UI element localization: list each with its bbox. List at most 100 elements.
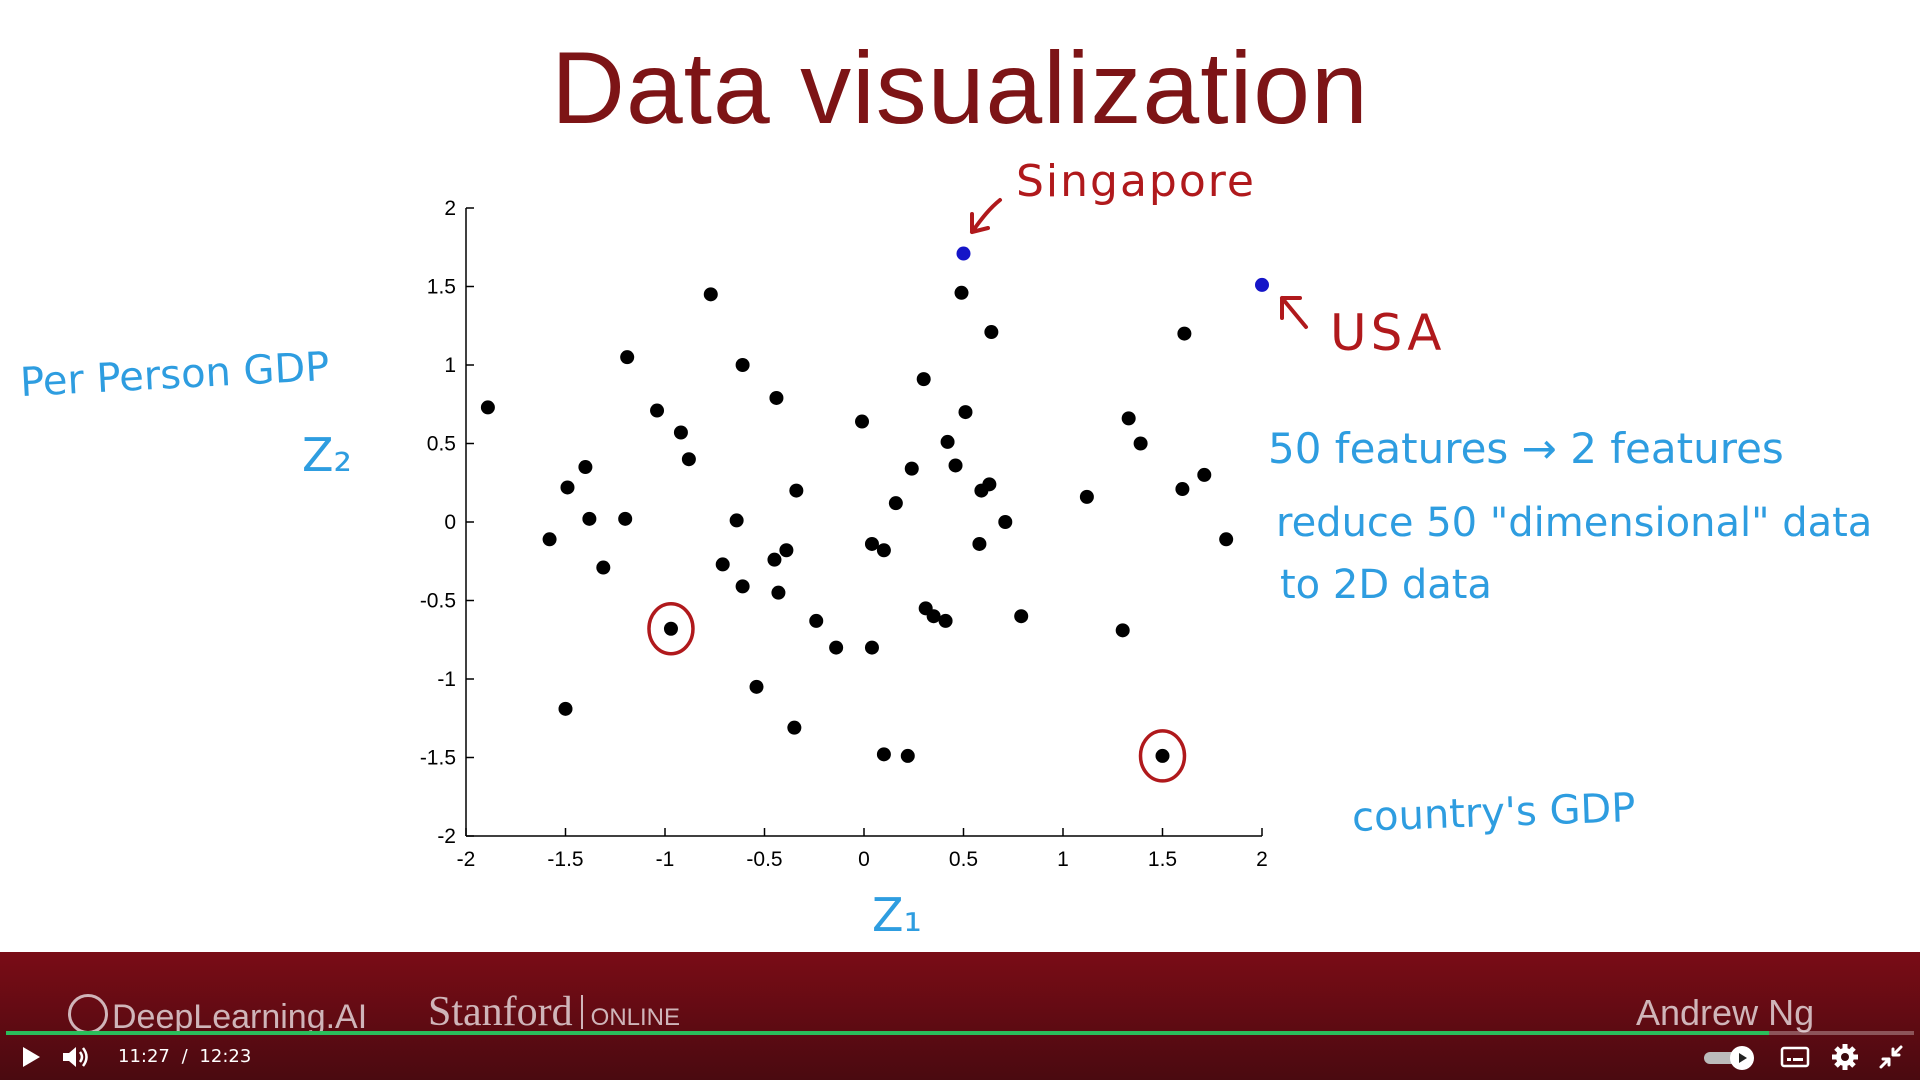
data-point xyxy=(703,287,718,302)
deeplearning-logo: DeepLearning.AI xyxy=(68,994,367,1037)
stanford-logo: Stanford ONLINE xyxy=(428,988,680,1036)
data-point xyxy=(926,609,941,624)
note-line-3: to 2D data xyxy=(1280,562,1492,608)
usa-label: USA xyxy=(1330,304,1446,362)
play-icon[interactable] xyxy=(18,1044,44,1070)
progress-bar[interactable] xyxy=(6,1031,1914,1035)
x-tick-label: -0.5 xyxy=(746,848,782,871)
data-point xyxy=(560,480,575,495)
stanford-divider xyxy=(580,995,583,1029)
data-point xyxy=(1079,489,1094,504)
volume-icon[interactable] xyxy=(60,1043,90,1071)
data-point xyxy=(735,579,750,594)
time-separator: / xyxy=(181,1046,188,1067)
data-point xyxy=(876,543,891,558)
chart-highlights xyxy=(956,246,1269,292)
singapore-arrow xyxy=(970,198,1002,234)
data-point xyxy=(888,496,903,511)
data-point xyxy=(620,350,635,365)
data-point xyxy=(596,560,611,575)
data-point xyxy=(582,511,597,526)
deeplearning-text: DeepLearning.AI xyxy=(112,998,368,1036)
x-tick-label: -2 xyxy=(457,848,476,871)
stanford-text: Stanford xyxy=(428,989,573,1035)
data-point xyxy=(1197,467,1212,482)
data-point xyxy=(779,543,794,558)
x-tick-label: -1 xyxy=(656,848,675,871)
data-point xyxy=(916,372,931,387)
chart-ticks: -2 -1.5 -1 -0.5 0 0.5 1 1.5 2 2 1.5 1 0.5 0 -0.5 -1 -1.5… xyxy=(420,197,1268,871)
x-tick-label: 2 xyxy=(1256,848,1268,871)
data-point xyxy=(618,511,633,526)
singapore-label: Singapore xyxy=(1016,156,1256,207)
data-point xyxy=(958,405,973,420)
captions-icon[interactable] xyxy=(1780,1044,1810,1070)
data-point xyxy=(673,425,688,440)
data-point xyxy=(1014,609,1029,624)
y-tick-label: -2 xyxy=(437,825,456,848)
x-tick-label: 1 xyxy=(1057,848,1069,871)
autoplay-toggle[interactable] xyxy=(1702,1046,1758,1070)
exit-fullscreen-icon[interactable] xyxy=(1878,1044,1904,1070)
y-tick-label: -1.5 xyxy=(420,747,456,770)
data-point xyxy=(663,621,678,636)
data-point xyxy=(984,325,999,340)
data-point xyxy=(1175,482,1190,497)
data-point xyxy=(829,640,844,655)
data-point xyxy=(1115,623,1130,638)
data-point xyxy=(715,557,730,572)
data-point xyxy=(1121,411,1136,426)
circled-point-marker xyxy=(1138,729,1187,783)
y-axis-variable: Z₂ xyxy=(302,428,352,482)
note-line-2: reduce 50 "dimensional" data xyxy=(1276,500,1873,546)
time-display: 11:27 / 12:23 xyxy=(118,1046,251,1067)
current-time: 11:27 xyxy=(118,1046,170,1067)
data-point xyxy=(938,613,953,628)
data-point xyxy=(480,400,495,415)
x-tick-label: -1.5 xyxy=(547,848,583,871)
data-point xyxy=(542,532,557,547)
highlighted-point xyxy=(1255,277,1269,292)
data-point xyxy=(578,460,593,475)
data-point xyxy=(767,552,782,567)
y-tick-label: 1 xyxy=(444,354,456,377)
autoplay-toggle-knob xyxy=(1730,1046,1754,1070)
data-point xyxy=(948,458,963,473)
data-point xyxy=(749,679,764,694)
x-tick-label: 0 xyxy=(858,848,870,871)
duration: 12:23 xyxy=(199,1046,252,1067)
usa-arrow xyxy=(1280,296,1308,329)
data-point xyxy=(787,720,802,735)
data-point xyxy=(974,483,989,498)
data-point xyxy=(972,536,987,551)
data-point xyxy=(769,390,784,405)
data-point xyxy=(771,585,786,600)
data-point xyxy=(954,285,969,300)
data-point xyxy=(998,515,1013,529)
data-point xyxy=(809,613,824,628)
y-tick-label: -1 xyxy=(437,668,456,691)
slide-title: Data visualization xyxy=(551,31,1369,145)
y-tick-label: 0.5 xyxy=(427,433,456,456)
player-controls: 11:27 / 12:23 xyxy=(0,1034,1920,1080)
data-point xyxy=(876,747,891,762)
circled-point-marker xyxy=(647,602,695,656)
data-point xyxy=(1219,532,1234,547)
data-point xyxy=(650,403,665,418)
chart-circles xyxy=(647,602,1187,783)
highlighted-point xyxy=(956,246,971,261)
chart-points xyxy=(480,285,1234,763)
presenter-name: Andrew Ng xyxy=(1636,992,1815,1033)
data-point xyxy=(729,513,744,528)
y-tick-label: 2 xyxy=(444,197,456,220)
x-tick-label: 1.5 xyxy=(1148,848,1177,871)
settings-icon[interactable] xyxy=(1830,1042,1860,1072)
data-point xyxy=(1155,748,1170,763)
x-tick-label: 0.5 xyxy=(949,848,978,871)
slide: Data visualization -2 -1.5 -1 -0.5 0 0.5 1 1.5 2… xyxy=(19,31,1873,942)
data-point xyxy=(864,640,879,655)
data-point xyxy=(1177,326,1192,341)
x-axis-variable: Z₁ xyxy=(872,888,922,942)
y-tick-label: 1.5 xyxy=(427,276,456,299)
y-tick-label: -0.5 xyxy=(420,590,456,613)
